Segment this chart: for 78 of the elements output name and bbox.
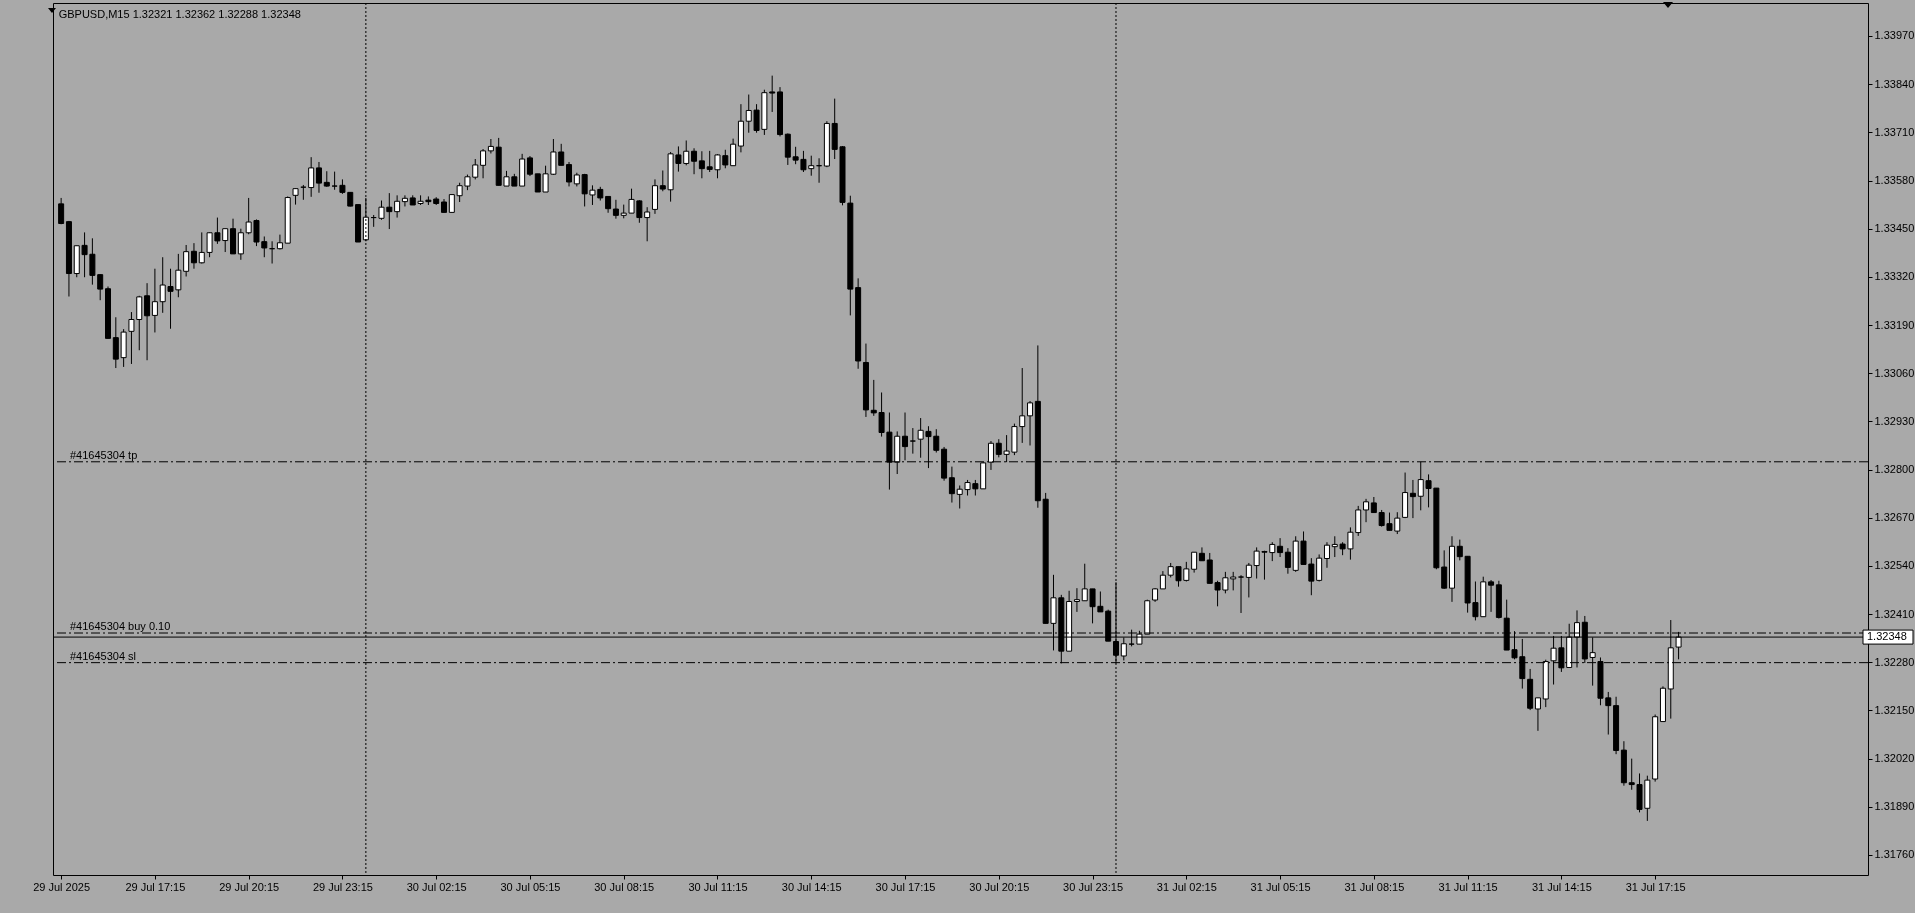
chart-title: GBPUSD,M15 1.32321 1.32362 1.32288 1.32348 [58, 7, 301, 20]
x-tick-label: 31 Jul 11:15 [1438, 880, 1498, 893]
candlestick [487, 138, 494, 154]
candlestick [1323, 541, 1330, 569]
candlestick [1073, 587, 1080, 613]
candlestick [1027, 400, 1034, 446]
ref-line-label: #41645304 buy 0.10 [70, 620, 171, 632]
x-tick-label: 29 Jul 23:15 [312, 880, 373, 893]
candlestick [698, 150, 705, 179]
y-tick-label: 1.33580 [1874, 174, 1915, 187]
y-tick-label: 1.32930 [1874, 414, 1915, 427]
candlestick [1277, 537, 1284, 558]
candlestick [1198, 546, 1205, 562]
y-tick-label: 1.33840 [1874, 77, 1915, 90]
x-tick-label: 29 Jul 2025 [33, 880, 91, 893]
candlestick [190, 242, 197, 270]
ref-line-label: 1.32348 [1867, 630, 1907, 643]
candlestick [1488, 579, 1495, 613]
candlestick [909, 427, 916, 455]
candlestick [183, 244, 190, 277]
x-tick-label: 30 Jul 23:15 [1063, 880, 1124, 893]
candlestick [151, 268, 158, 333]
candlestick [315, 161, 322, 194]
candlestick [144, 282, 151, 361]
candlestick [58, 197, 65, 225]
x-tick-label: 31 Jul 14:15 [1531, 880, 1592, 893]
y-tick-label: 1.33060 [1874, 366, 1915, 379]
candlestick [1534, 697, 1541, 732]
y-tick-label: 1.31890 [1874, 800, 1915, 813]
candlestick [237, 228, 244, 261]
y-tick-label: 1.32280 [1874, 655, 1915, 668]
y-tick-label: 1.32020 [1874, 752, 1915, 765]
x-tick-label: 30 Jul 14:15 [781, 880, 842, 893]
candlestick [612, 199, 619, 220]
y-tick-label: 1.33450 [1874, 222, 1915, 235]
ref-line-label: #41645304 sl [70, 649, 137, 662]
candlestick [1363, 498, 1370, 523]
y-tick-label: 1.33710 [1874, 125, 1915, 138]
candlestick [1238, 574, 1245, 614]
candlestick [902, 412, 909, 461]
x-tick-label: 30 Jul 02:15 [406, 880, 467, 893]
candlestick [691, 147, 698, 175]
y-tick-label: 1.32670 [1874, 511, 1915, 524]
candlestick [651, 178, 658, 215]
x-tick-label: 30 Jul 20:15 [969, 880, 1030, 893]
x-tick-label: 29 Jul 17:15 [125, 880, 186, 893]
candlestick [331, 171, 338, 191]
candlestick [566, 161, 573, 187]
x-tick-label: 30 Jul 05:15 [500, 880, 561, 893]
candlestick [276, 234, 283, 250]
ref-line-label: #41645304 tp [70, 448, 138, 461]
x-tick-label: 31 Jul 05:15 [1250, 880, 1311, 893]
y-tick-label: 1.32540 [1874, 559, 1915, 572]
candlestick [730, 138, 737, 167]
candlestick [1191, 551, 1198, 574]
x-tick-label: 30 Jul 17:15 [875, 880, 936, 893]
x-tick-label: 30 Jul 08:15 [594, 880, 655, 893]
y-tick-label: 1.33190 [1874, 318, 1915, 331]
candlestick [948, 466, 955, 504]
candlestick [1316, 553, 1323, 582]
candlestick [1284, 547, 1291, 575]
y-tick-label: 1.31760 [1874, 848, 1915, 861]
candlestick [1409, 479, 1416, 519]
x-tick-label: 31 Jul 17:15 [1625, 880, 1686, 893]
candlestick [394, 194, 401, 219]
y-tick-label: 1.32410 [1874, 607, 1915, 620]
candlestick [308, 156, 315, 198]
x-tick-label: 30 Jul 11:15 [688, 880, 748, 893]
y-tick-label: 1.32800 [1874, 463, 1915, 476]
y-tick-label: 1.33320 [1874, 270, 1915, 283]
y-tick-label: 1.33970 [1874, 29, 1915, 42]
x-tick-label: 29 Jul 20:15 [219, 880, 280, 893]
candlestick [526, 155, 533, 177]
candlestick [480, 148, 487, 179]
y-tick-label: 1.32150 [1874, 703, 1915, 716]
x-tick-label: 31 Jul 02:15 [1156, 880, 1217, 893]
x-tick-label: 31 Jul 08:15 [1344, 880, 1405, 893]
candlestick [401, 194, 408, 207]
